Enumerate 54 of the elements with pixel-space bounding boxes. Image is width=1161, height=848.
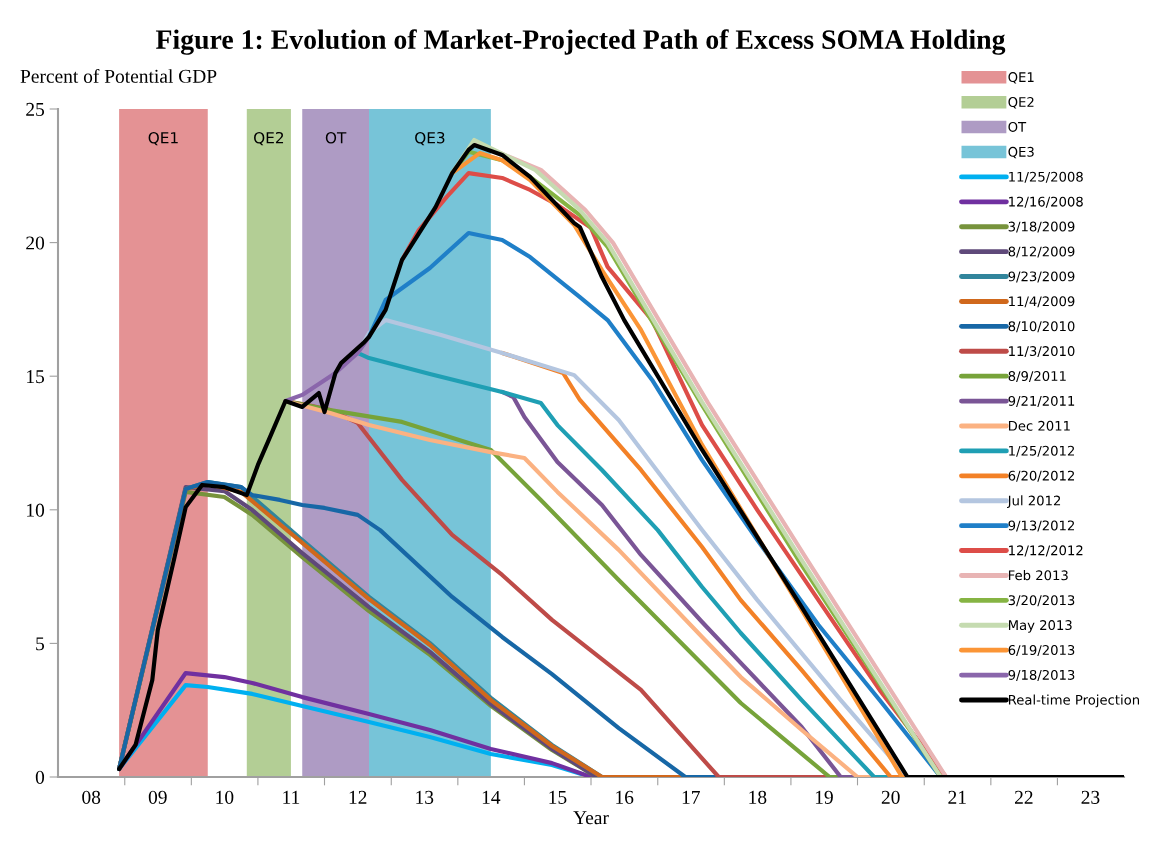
y-axis-title: Percent of Potential GDP: [20, 68, 217, 83]
x-tick-label: 16: [616, 790, 634, 804]
legend-label: 11/3/2010: [1009, 346, 1075, 358]
legend-label: 12/12/2012: [1009, 545, 1083, 557]
y-tick-label: 10: [27, 503, 45, 517]
x-axis-title: Year: [573, 811, 609, 825]
x-tick-label: 13: [416, 790, 434, 804]
legend-label: 8/12/2009: [1008, 246, 1075, 258]
text: QE3: [1008, 146, 1034, 159]
legend-label: 11/25/2008: [1009, 171, 1083, 183]
legend-label: May 2013: [1008, 620, 1072, 633]
y-tick-label: 0: [35, 770, 45, 784]
x-tick-label: 20: [881, 790, 900, 804]
y-tick-label: 25: [26, 102, 45, 116]
legend-label: 3/18/2009: [1008, 221, 1075, 233]
legend-label: 9/21/2011: [1008, 395, 1075, 407]
legend-label: 9/13/2012: [1008, 520, 1075, 532]
x-tick-label: 21: [948, 790, 966, 804]
legend-label: 8/10/2010: [1008, 321, 1075, 333]
legend-label: 3/20/2013: [1008, 595, 1075, 607]
x-tick-label: 18: [749, 790, 767, 804]
x-tick-label: 10: [216, 790, 234, 804]
y-tick-label: 5: [36, 637, 45, 651]
x-tick-label: 15: [549, 790, 567, 804]
legend-label: Dec 2011: [1008, 420, 1070, 431]
legend-label: 6/19/2013: [1008, 645, 1075, 657]
x-tick-label: 08: [82, 790, 101, 804]
y-tick-label: 20: [26, 236, 45, 250]
legend-label: Jul 2012: [1007, 495, 1061, 508]
x-tick-label: 23: [1081, 790, 1100, 804]
legend-label: 9/23/2009: [1008, 271, 1075, 283]
x-tick-label: 14: [482, 790, 501, 804]
legend-label: Feb 2013: [1008, 570, 1068, 581]
legend-label: 12/16/2008: [1009, 196, 1083, 208]
legend-label: 8/9/2011: [1008, 371, 1066, 383]
x-tick-label: 17: [682, 790, 700, 804]
text: QE2: [1008, 97, 1034, 109]
band-label: QE3: [415, 131, 445, 146]
text: QE1: [1008, 72, 1034, 84]
legend-label: 9/18/2013: [1008, 669, 1075, 681]
x-tick-label: 09: [148, 790, 167, 804]
legend-label: 6/20/2012: [1008, 470, 1075, 482]
x-tick-label: 22: [1014, 790, 1033, 804]
x-tick-label: 19: [815, 790, 833, 804]
x-tick-label: 11: [283, 790, 300, 804]
chart-title: Figure 1: Evolution of Market-Projected Path of Excess SOMA Holding: [155, 29, 1006, 55]
y-tick-label: 15: [27, 370, 45, 384]
band-label: OT: [325, 131, 347, 144]
x-tick-label: 12: [349, 790, 367, 804]
legend-label: 1/25/2012: [1009, 445, 1075, 457]
text: OT: [1008, 121, 1027, 132]
legend-label: 11/4/2009: [1009, 296, 1075, 308]
band-label: QE2: [254, 131, 284, 146]
band-label: QE1: [148, 131, 178, 146]
